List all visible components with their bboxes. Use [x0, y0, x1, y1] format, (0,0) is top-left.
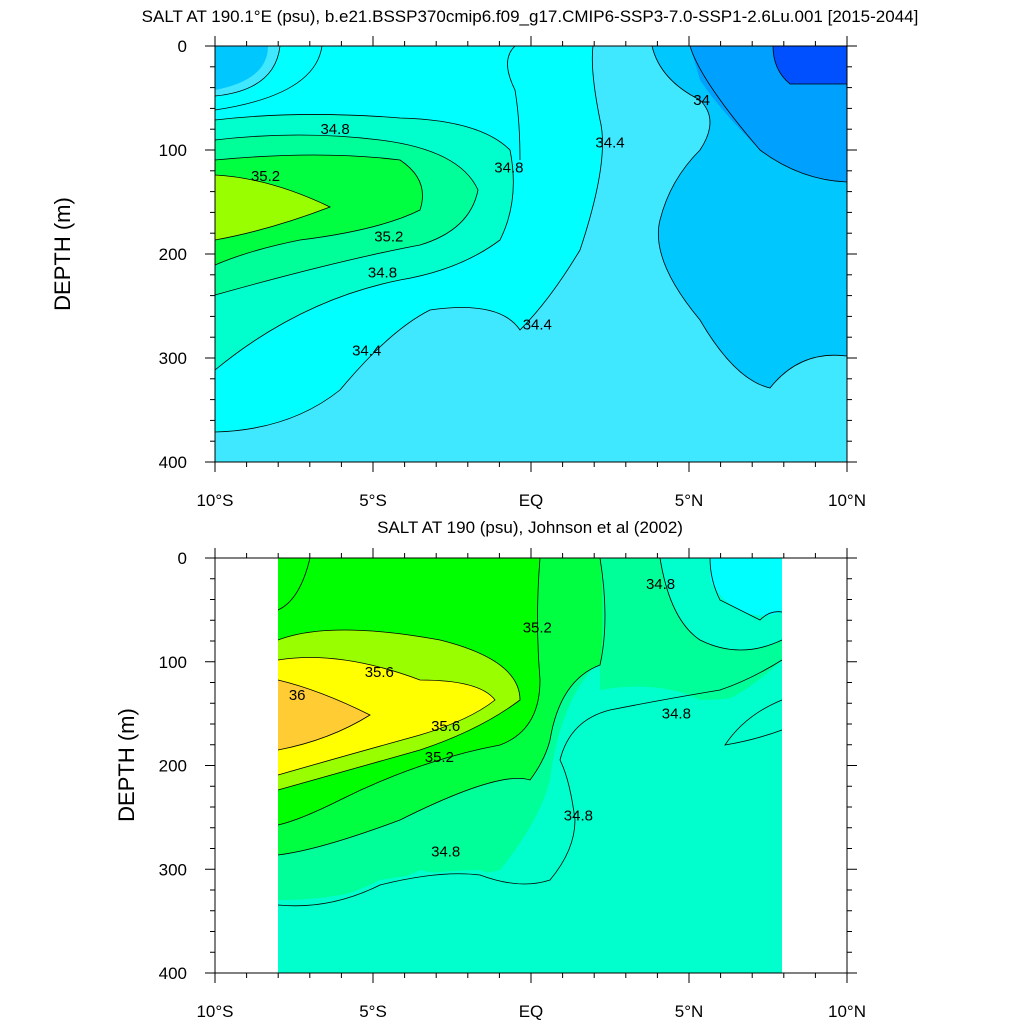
contour-label: 35.2 — [251, 168, 280, 185]
x-tick-label: 5°N — [675, 491, 704, 510]
contour-label: 34.8 — [320, 121, 349, 138]
y-tick-label: 100 — [159, 653, 187, 672]
contour-label: 34.4 — [595, 135, 624, 152]
contour-label: 34.8 — [431, 844, 460, 861]
x-tick-label: 10°S — [196, 1002, 233, 1021]
axes: 10°S 5°S EQ 5°N 10°N 0 100 200 300 400 — [159, 548, 866, 1021]
contour-label: 34.8 — [368, 265, 397, 282]
y-tick-label: 200 — [159, 245, 187, 264]
y-axis-label: DEPTH (m) — [114, 708, 139, 822]
x-tick-label: EQ — [519, 1002, 544, 1021]
chart-title: SALT AT 190 (psu), Johnson et al (2002) — [377, 518, 683, 537]
contour-label: 34.8 — [494, 160, 523, 177]
x-tick-label: 10°N — [828, 491, 866, 510]
chart-panel-1: SALT AT 190.1°E (psu), b.e21.BSSP370cmip… — [50, 7, 918, 510]
y-tick-label: 300 — [159, 349, 187, 368]
y-tick-label: 200 — [159, 757, 187, 776]
x-tick-label: 5°N — [675, 1002, 704, 1021]
y-tick-label: 100 — [159, 141, 187, 160]
chart-title: SALT AT 190.1°E (psu), b.e21.BSSP370cmip… — [142, 7, 919, 26]
y-tick-label: 400 — [159, 964, 187, 983]
x-tick-label: 5°S — [359, 1002, 387, 1021]
x-tick-label: EQ — [519, 491, 544, 510]
contour-label: 34 — [693, 92, 710, 109]
y-tick-label: 300 — [159, 860, 187, 879]
contour-fill — [215, 46, 847, 462]
contour-label: 34.8 — [662, 706, 691, 723]
x-tick-label: 10°N — [828, 1002, 866, 1021]
x-tick-label: 10°S — [196, 491, 233, 510]
axes: 10°S 5°S EQ 5°N 10°N 0 100 200 300 400 — [159, 36, 866, 510]
contour-lines — [277, 557, 783, 907]
contour-label: 34.8 — [564, 807, 593, 824]
contour-lines — [214, 45, 848, 433]
contour-label: 34.4 — [352, 343, 381, 360]
contour-label: 36 — [289, 687, 306, 704]
contour-labels: 36 35.6 35.6 35.2 34.8 35.2 34.8 34.8 34.8 — [289, 576, 691, 861]
y-tick-label: 0 — [178, 549, 187, 568]
x-tick-label: 5°S — [359, 491, 387, 510]
y-axis-label: DEPTH (m) — [50, 197, 75, 311]
contour-label: 34.8 — [646, 576, 675, 593]
contour-label: 35.2 — [425, 749, 454, 766]
y-tick-label: 400 — [159, 453, 187, 472]
contour-fill — [278, 558, 782, 973]
contour-label: 35.2 — [374, 228, 403, 245]
contour-label: 35.2 — [523, 620, 552, 637]
chart-panel-2: SALT AT 190 (psu), Johnson et al (2002) — [114, 518, 866, 1021]
y-tick-label: 0 — [178, 37, 187, 56]
contour-labels: 34.8 35.2 35.2 34.8 34.4 34.8 34.4 34.4 34 — [251, 92, 710, 360]
contour-label: 34.4 — [523, 317, 552, 334]
contour-label: 35.6 — [365, 664, 394, 681]
contour-label: 35.6 — [431, 718, 460, 735]
